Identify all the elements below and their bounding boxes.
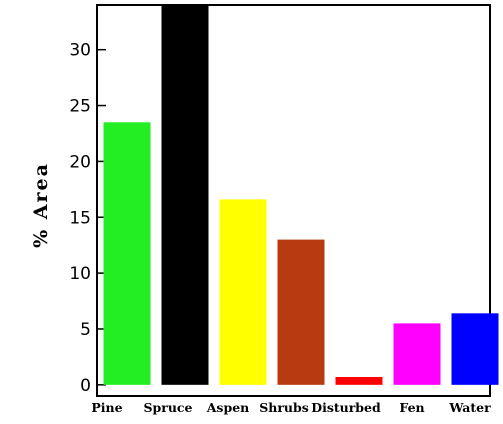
x-tick-label-aspen: Aspen: [206, 400, 250, 415]
x-tick-label-water: Water: [448, 400, 491, 415]
bars-group: [103, 5, 499, 385]
x-tick-label-disturbed: Disturbed: [311, 400, 381, 415]
x-tick-label-shrubs: Shrubs: [259, 400, 309, 415]
y-tick-label: 15: [69, 208, 91, 228]
bar-spruce: [161, 5, 209, 385]
y-axis-title: % Area: [30, 162, 52, 248]
bar-shrubs: [277, 239, 325, 385]
y-tick-label: 0: [80, 376, 91, 396]
bar-pine: [103, 122, 151, 385]
x-tick-label-spruce: Spruce: [143, 400, 192, 415]
bar-fen: [393, 323, 441, 385]
y-tick-label: 10: [69, 264, 91, 284]
x-axis-labels: Pine Spruce Aspen Shrubs Disturbed Fen Water: [91, 400, 491, 415]
plot-area: 0 5 10 15 20 25 30: [69, 4, 499, 397]
y-tick-label: 5: [80, 320, 91, 340]
x-tick-label-pine: Pine: [91, 400, 122, 415]
plot-frame: [96, 4, 491, 397]
bar-aspen: [219, 199, 267, 385]
y-tick-label: 25: [69, 97, 91, 117]
x-tick-label-fen: Fen: [399, 400, 424, 415]
y-tick-label: 30: [69, 41, 91, 61]
y-tick-label: 20: [69, 152, 91, 172]
bar-disturbed: [335, 377, 383, 385]
y-axis: 0 5 10 15 20 25 30: [69, 41, 106, 396]
bar-water: [451, 313, 499, 385]
